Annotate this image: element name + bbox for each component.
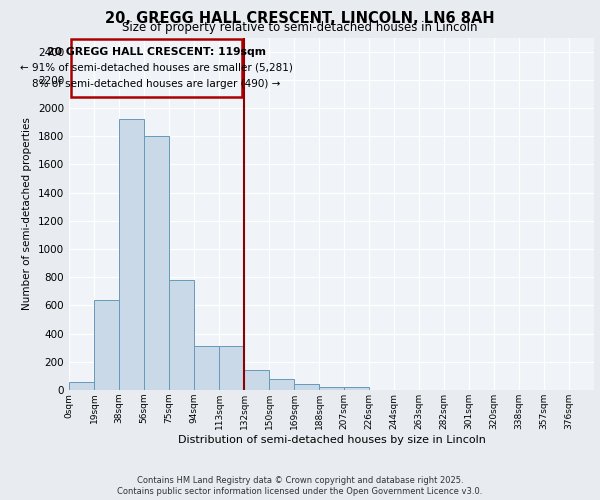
X-axis label: Distribution of semi-detached houses by size in Lincoln: Distribution of semi-detached houses by …	[178, 434, 485, 444]
Bar	[219, 346, 244, 390]
Text: Contains HM Land Registry data © Crown copyright and database right 2025.: Contains HM Land Registry data © Crown c…	[137, 476, 463, 485]
Bar	[194, 346, 219, 390]
Text: 20, GREGG HALL CRESCENT, LINCOLN, LN6 8AH: 20, GREGG HALL CRESCENT, LINCOLN, LN6 8A…	[105, 11, 495, 26]
Y-axis label: Number of semi-detached properties: Number of semi-detached properties	[22, 118, 32, 310]
Bar	[94, 300, 119, 390]
Text: 20 GREGG HALL CRESCENT: 119sqm: 20 GREGG HALL CRESCENT: 119sqm	[47, 46, 266, 56]
Text: Size of property relative to semi-detached houses in Lincoln: Size of property relative to semi-detach…	[122, 22, 478, 35]
Text: Contains public sector information licensed under the Open Government Licence v3: Contains public sector information licen…	[118, 488, 482, 496]
Bar	[244, 370, 269, 390]
Bar	[71, 39, 242, 96]
Bar	[169, 280, 194, 390]
Bar	[319, 387, 344, 390]
Bar	[269, 380, 294, 390]
Bar	[344, 387, 369, 390]
Bar	[294, 384, 319, 390]
Text: ← 91% of semi-detached houses are smaller (5,281): ← 91% of semi-detached houses are smalle…	[20, 63, 293, 73]
Bar	[119, 120, 144, 390]
Text: 8% of semi-detached houses are larger (490) →: 8% of semi-detached houses are larger (4…	[32, 79, 281, 89]
Bar	[69, 382, 94, 390]
Bar	[144, 136, 169, 390]
